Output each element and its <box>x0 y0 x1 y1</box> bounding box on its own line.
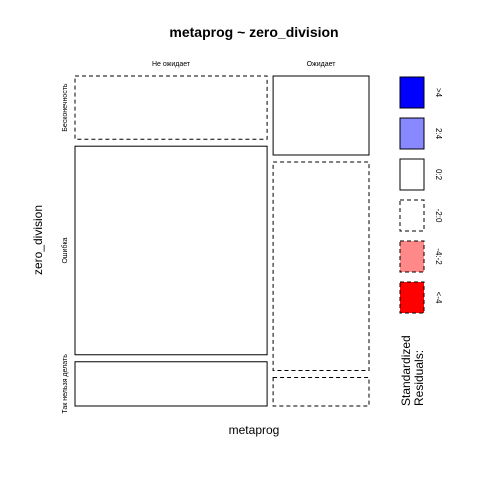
legend-swatch <box>399 240 425 273</box>
legend-title-line: Residuals: <box>412 350 426 406</box>
legend-swatch <box>399 76 425 109</box>
legend-label: -2:0 <box>434 209 443 223</box>
legend-label: 0:2 <box>434 169 443 181</box>
chart-title: metaprog ~ zero_division <box>169 24 338 40</box>
mosaic-cell-не-ожидает-ошибка <box>74 145 268 356</box>
legend: >4 2:4 0:2 -2:0 -4:-2 <-4 Standardized Residual… <box>399 76 443 406</box>
legend-swatch <box>399 281 425 314</box>
y-tick-label: Так нельзя делать <box>62 354 69 414</box>
mosaic-cell-ожидает-так-нельзя-делать <box>272 377 370 407</box>
y-tick-label: Ошибка <box>61 237 69 263</box>
y-tick-label: Бесконечность <box>62 83 69 132</box>
y-axis-title: zero_division <box>31 205 45 275</box>
x-axis-title: metaprog <box>229 423 280 437</box>
legend-swatch <box>399 199 425 232</box>
legend-label: >4 <box>434 88 443 98</box>
mosaic-cell-ожидает-бесконечность <box>272 75 370 156</box>
mosaic-cell-не-ожидает-так-нельзя-делать <box>74 361 268 407</box>
mosaic-cells <box>74 75 370 407</box>
legend-label: 2:4 <box>434 128 443 140</box>
x-tick-labels: Не ожидает Ожидает <box>152 61 336 68</box>
legend-swatch <box>399 158 425 191</box>
x-tick-label: Не ожидает <box>152 61 191 68</box>
x-tick-label: Ожидает <box>307 61 337 68</box>
y-tick-labels: Бесконечность Ошибка Так нельзя делать <box>61 83 69 414</box>
mosaic-cell-ожидает-ошибка <box>272 161 370 372</box>
legend-swatch <box>399 117 425 150</box>
legend-label: <-4 <box>434 292 443 304</box>
legend-title-line: Standardized <box>399 335 413 406</box>
legend-label: -4:-2 <box>434 248 443 265</box>
mosaic-cell-не-ожидает-бесконечность <box>74 75 268 140</box>
